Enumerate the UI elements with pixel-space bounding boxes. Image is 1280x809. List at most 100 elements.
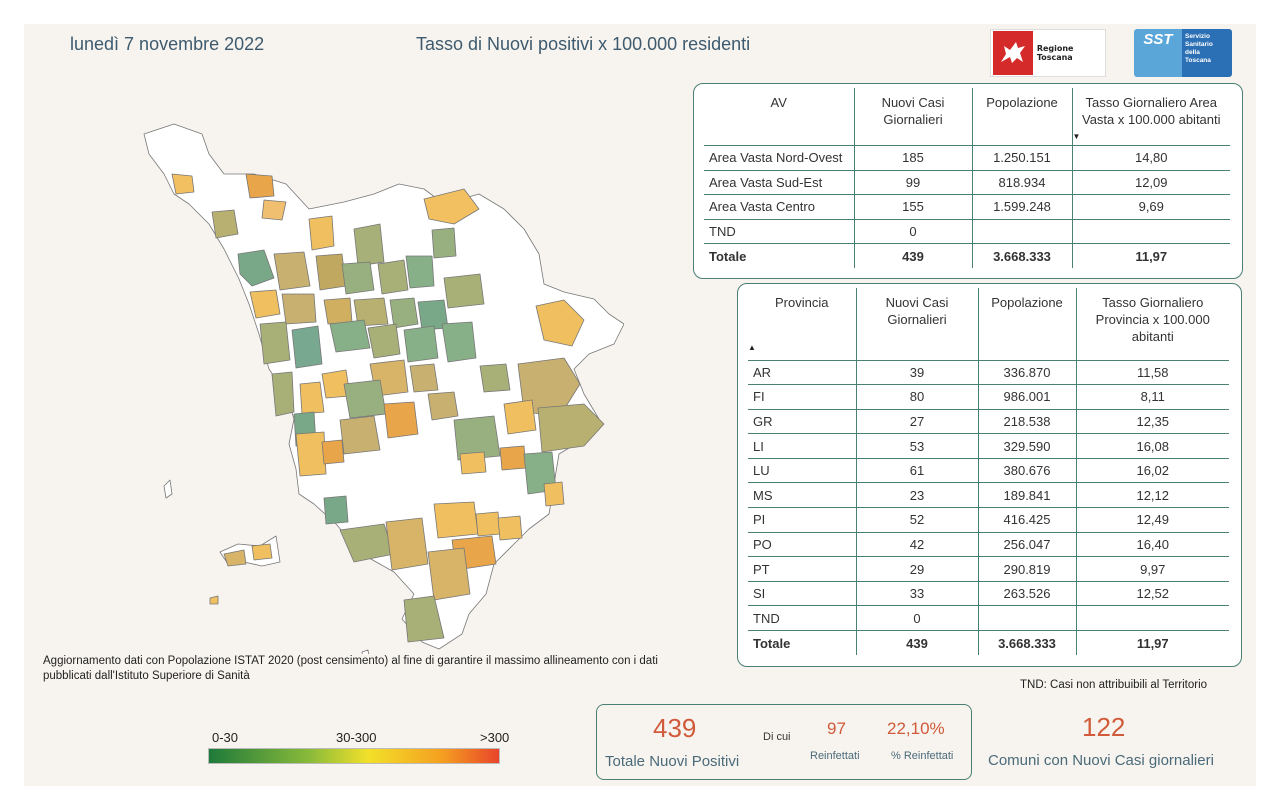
municipality bbox=[308, 215, 335, 251]
av-col-header: AV bbox=[704, 88, 855, 146]
province-table: Provincia ▲ Nuovi Casi Giornalieri Popola… bbox=[748, 288, 1229, 656]
av-col-header: Popolazione bbox=[972, 88, 1073, 146]
municipality bbox=[341, 261, 375, 295]
di-cui-label: Di cui bbox=[763, 731, 791, 743]
av-col-header-sortable[interactable]: Tasso Giornaliero Area Vasta x 100.000 a… bbox=[1072, 88, 1230, 146]
color-legend: 0-30 30-300 >300 bbox=[208, 730, 509, 764]
table-row: LI 53 329.590 16,08 bbox=[748, 433, 1229, 459]
municipality bbox=[271, 371, 295, 417]
municipality bbox=[321, 439, 345, 465]
table-row: SI 33 263.526 12,52 bbox=[748, 581, 1229, 607]
table-total-row: Totale 439 3.668.333 11,97 bbox=[748, 630, 1229, 656]
municipality bbox=[259, 321, 291, 365]
kpi-comuni-card: 122 Comuni con Nuovi Casi giornalieri bbox=[988, 704, 1238, 780]
island-giglio bbox=[361, 649, 369, 654]
municipality bbox=[329, 319, 371, 353]
reinfected-pct-label: % Reinfettati bbox=[891, 750, 954, 762]
av-table: AV Nuovi Casi Giornalieri Popolazione Ta… bbox=[704, 88, 1230, 269]
municipality bbox=[497, 515, 523, 541]
municipality bbox=[431, 227, 457, 259]
municipality bbox=[441, 321, 477, 363]
municipality bbox=[537, 403, 605, 453]
municipality bbox=[245, 173, 275, 199]
tnd-footnote: TND: Casi non attribuibili al Territorio bbox=[1020, 679, 1208, 691]
municipality bbox=[535, 299, 585, 347]
av-table-card: AV Nuovi Casi Giornalieri Popolazione Ta… bbox=[693, 83, 1243, 279]
table-row: AR 39 336.870 11,58 bbox=[748, 360, 1229, 386]
municipality bbox=[427, 391, 459, 421]
legend-gradient-bar bbox=[208, 748, 500, 764]
municipality bbox=[295, 431, 327, 477]
av-col-header: Nuovi Casi Giornalieri bbox=[854, 88, 973, 146]
municipality bbox=[383, 401, 419, 439]
table-total-row: Totale 439 3.668.333 11,97 bbox=[704, 243, 1230, 269]
municipality bbox=[323, 297, 353, 325]
municipality bbox=[377, 259, 409, 295]
reinfected-pct-value: 22,10% bbox=[887, 719, 945, 738]
municipality bbox=[453, 415, 501, 461]
municipality bbox=[343, 379, 387, 419]
table-row: Area Vasta Nord-Ovest 185 1.250.151 14,80 bbox=[704, 145, 1230, 171]
municipality bbox=[323, 495, 349, 525]
municipality bbox=[273, 251, 311, 291]
province-col-header: Popolazione bbox=[978, 288, 1077, 361]
table-row: LU 61 380.676 16,02 bbox=[748, 458, 1229, 484]
legend-label-high: >300 bbox=[480, 730, 510, 745]
table-row: TND 0 bbox=[748, 605, 1229, 632]
municipality bbox=[339, 415, 381, 455]
municipality bbox=[405, 255, 435, 289]
total-positives-label: Totale Nuovi Positivi bbox=[605, 753, 740, 770]
sst-logo-text: Servizio Sanitario della Toscana bbox=[1182, 29, 1232, 77]
municipality bbox=[171, 173, 195, 195]
sort-desc-icon[interactable]: ▼ bbox=[1072, 132, 1081, 141]
municipality bbox=[261, 199, 287, 221]
municipality bbox=[503, 399, 537, 435]
tuscany-map bbox=[143, 123, 624, 654]
province-col-header: Tasso Giornaliero Provincia x 100.000 ab… bbox=[1076, 288, 1229, 361]
reinfected-value: 97 bbox=[827, 719, 846, 738]
municipality bbox=[475, 511, 501, 537]
municipality bbox=[479, 363, 511, 393]
total-positives-value: 439 bbox=[653, 713, 697, 743]
municipality bbox=[385, 517, 429, 571]
comuni-value: 122 bbox=[1082, 712, 1126, 742]
municipality bbox=[427, 547, 471, 601]
municipality bbox=[353, 297, 389, 327]
municipality bbox=[443, 273, 485, 309]
pegasus-icon bbox=[993, 31, 1033, 75]
table-row: PO 42 256.047 16,40 bbox=[748, 532, 1229, 558]
municipality bbox=[281, 293, 317, 325]
province-col-header-sortable[interactable]: Provincia ▲ bbox=[748, 288, 857, 361]
municipality bbox=[315, 253, 347, 291]
report-title: Tasso di Nuovi positivi x 100.000 reside… bbox=[416, 34, 751, 54]
kpi-total-card: 439 Totale Nuovi Positivi Di cui 97 Rein… bbox=[596, 704, 972, 780]
island-pianosa bbox=[209, 595, 219, 605]
municipality bbox=[409, 363, 439, 393]
reinfected-label: Reinfettati bbox=[810, 750, 860, 762]
sst-logo-mark: SST bbox=[1134, 29, 1182, 77]
sst-logo: SST Servizio Sanitario della Toscana bbox=[1134, 29, 1232, 77]
municipality bbox=[433, 501, 479, 539]
province-table-card: Provincia ▲ Nuovi Casi Giornalieri Popola… bbox=[737, 283, 1242, 667]
table-row: Area Vasta Sud-Est 99 818.934 12,09 bbox=[704, 170, 1230, 196]
municipality bbox=[499, 445, 527, 471]
table-row: TND 0 bbox=[704, 219, 1230, 245]
municipality bbox=[251, 543, 273, 561]
municipality bbox=[459, 451, 487, 475]
municipality bbox=[211, 209, 239, 239]
municipality bbox=[367, 323, 401, 359]
province-col-header: Nuovi Casi Giornalieri bbox=[856, 288, 979, 361]
municipality bbox=[543, 481, 565, 507]
table-row: PI 52 416.425 12,49 bbox=[748, 507, 1229, 533]
sort-asc-icon[interactable]: ▲ bbox=[748, 343, 756, 352]
island-capraia bbox=[163, 479, 173, 499]
table-row: MS 23 189.841 12,12 bbox=[748, 482, 1229, 509]
comuni-label: Comuni con Nuovi Casi giornalieri bbox=[988, 752, 1214, 769]
municipality bbox=[389, 297, 419, 329]
legend-label-mid: 30-300 bbox=[336, 730, 377, 745]
report-date: lunedì 7 novembre 2022 bbox=[70, 34, 265, 54]
municipality bbox=[403, 595, 445, 643]
table-row: PT 29 290.819 9,97 bbox=[748, 556, 1229, 582]
municipality bbox=[423, 188, 480, 225]
municipality bbox=[291, 325, 323, 369]
